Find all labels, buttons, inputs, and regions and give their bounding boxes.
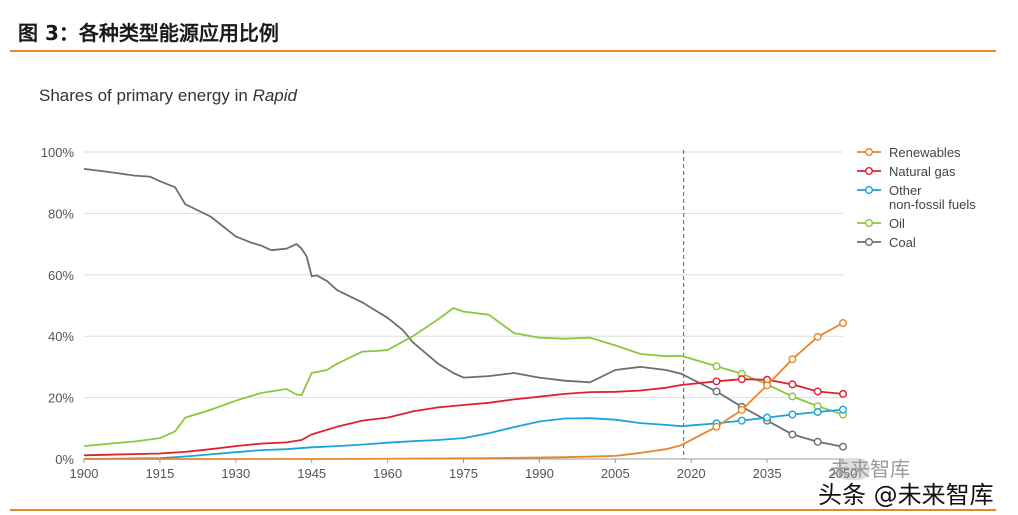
data-point	[839, 389, 848, 398]
grid-lines	[83, 150, 844, 463]
legend-label: Other	[889, 183, 922, 198]
data-point	[737, 405, 746, 414]
legend-marker	[865, 185, 874, 194]
header-divider	[10, 50, 996, 52]
chart-title: Shares of primary energy in Rapid	[39, 86, 297, 106]
data-point	[737, 416, 746, 425]
x-tick-label: 2050	[829, 466, 858, 481]
x-tick-label: 2035	[753, 466, 782, 481]
data-point	[813, 408, 822, 417]
x-tick-label: 1900	[70, 466, 99, 481]
figure-title: 图 3：各种类型能源应用比例	[18, 21, 279, 45]
y-tick-label: 20%	[48, 391, 74, 406]
x-tick-label: 1975	[449, 466, 478, 481]
x-tick-label: 1960	[373, 466, 402, 481]
y-tick-label: 100%	[41, 145, 75, 160]
data-point	[712, 387, 721, 396]
x-tick-label: 1930	[221, 466, 250, 481]
data-point	[813, 387, 822, 396]
data-point	[839, 318, 848, 327]
data-point	[788, 380, 797, 389]
legend-marker	[865, 147, 874, 156]
data-point	[788, 392, 797, 401]
footer-divider	[10, 509, 996, 511]
data-point	[813, 437, 822, 446]
chart-title-text: Shares of primary energy in	[39, 86, 248, 105]
legend-label: Oil	[889, 216, 905, 231]
data-point	[712, 377, 721, 386]
data-point	[813, 332, 822, 341]
series-line	[84, 322, 844, 460]
data-point	[788, 410, 797, 419]
data-point	[788, 430, 797, 439]
data-point	[737, 375, 746, 384]
data-point	[763, 413, 772, 422]
data-point	[839, 442, 848, 451]
y-tick-label: 80%	[48, 206, 74, 221]
watermark-brand: 未来智库	[830, 457, 910, 481]
legend-marker	[865, 166, 874, 175]
x-tick-label: 1915	[145, 466, 174, 481]
axis-labels: 0% 20% 40% 60% 80% 100% 1900 1915 1930 1945 1960 19…	[41, 145, 858, 481]
legend-label: non-fossil fuels	[889, 197, 976, 212]
legend-marker	[865, 218, 874, 227]
x-tick-label: 1945	[297, 466, 326, 481]
y-tick-label: 0%	[55, 452, 74, 467]
series-lines	[83, 168, 848, 460]
watermark-logo	[836, 458, 870, 480]
series-line	[83, 168, 844, 448]
data-point	[839, 405, 848, 414]
series-line	[83, 307, 844, 447]
series-line	[83, 408, 844, 460]
x-tick-label: 2020	[677, 466, 706, 481]
legend-label: Coal	[889, 235, 916, 250]
y-tick-label: 60%	[48, 268, 74, 283]
legend-marker	[865, 237, 874, 246]
watermark-source: 头条 @未来智库	[818, 481, 994, 509]
data-point	[788, 355, 797, 364]
data-point	[712, 362, 721, 371]
data-point	[763, 381, 772, 390]
legend-label: Natural gas	[889, 164, 956, 179]
series-line	[83, 378, 844, 457]
data-point	[712, 422, 721, 431]
y-tick-label: 40%	[48, 329, 74, 344]
x-tick-label: 1990	[525, 466, 554, 481]
legend-label: Renewables	[889, 145, 961, 160]
chart-title-scenario: Rapid	[252, 86, 297, 105]
x-tick-label: 2005	[601, 466, 630, 481]
